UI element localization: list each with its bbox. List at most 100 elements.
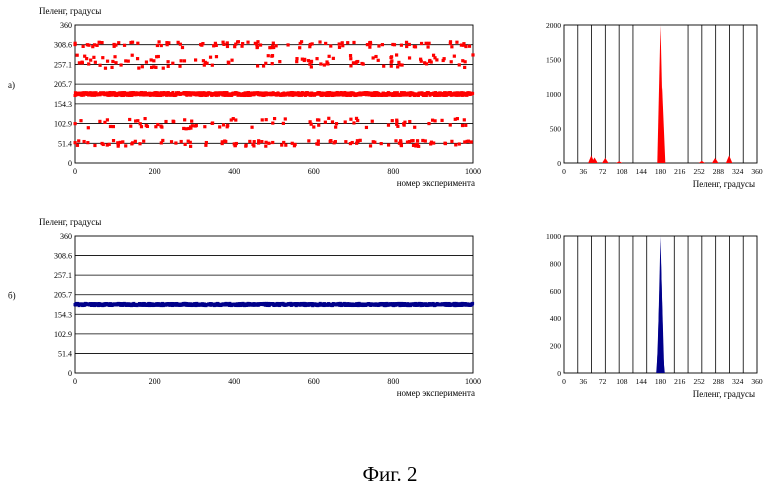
data-point <box>351 141 354 144</box>
x-tick-label: 252 <box>693 377 705 386</box>
data-point <box>334 125 337 128</box>
data-point <box>377 44 380 47</box>
data-point <box>180 140 183 143</box>
data-point <box>371 120 374 123</box>
data-point <box>98 120 101 123</box>
data-point <box>395 119 398 122</box>
data-point <box>106 60 109 63</box>
y-tick-label: 500 <box>550 125 562 134</box>
data-point <box>284 117 287 120</box>
data-point <box>112 139 115 142</box>
data-point <box>387 124 390 127</box>
data-point <box>234 43 237 46</box>
data-point <box>405 41 408 44</box>
data-point <box>98 41 101 44</box>
data-point <box>103 121 106 124</box>
data-point <box>181 46 184 49</box>
data-point <box>270 55 273 58</box>
y-tick-label: 0 <box>68 159 72 168</box>
data-point <box>318 40 321 43</box>
data-point <box>124 144 127 147</box>
data-point <box>425 42 428 45</box>
x-tick-label: 180 <box>655 377 667 386</box>
data-point <box>432 141 435 144</box>
histogram-peak <box>616 161 622 163</box>
x-tick-label: 400 <box>228 167 240 176</box>
data-point <box>117 143 120 146</box>
data-point <box>400 143 403 146</box>
data-point <box>127 60 130 63</box>
data-point <box>92 56 95 59</box>
data-point <box>310 65 313 68</box>
x-tick-label: 0 <box>562 377 566 386</box>
data-point <box>461 59 464 62</box>
data-point <box>369 42 372 45</box>
data-point <box>332 57 335 60</box>
data-point <box>203 63 206 66</box>
data-point <box>136 57 139 60</box>
data-point <box>395 53 398 56</box>
data-point <box>187 140 190 143</box>
data-point <box>293 144 296 147</box>
data-point <box>346 41 349 44</box>
x-axis-label: Пеленг, градусы <box>693 179 755 189</box>
data-point <box>453 55 456 58</box>
data-point <box>324 121 327 124</box>
data-point <box>431 119 434 122</box>
data-point <box>317 139 320 142</box>
data-point <box>182 127 185 130</box>
data-point <box>461 124 464 127</box>
x-axis-label: Пеленг, градусы <box>693 389 755 399</box>
data-point <box>444 142 447 145</box>
data-point <box>200 44 203 47</box>
y-tick-label: 360 <box>60 21 72 30</box>
data-point <box>454 143 457 146</box>
data-point <box>316 118 319 121</box>
data-point <box>246 41 249 44</box>
data-point <box>232 117 235 120</box>
data-point <box>272 42 275 45</box>
data-point <box>366 43 369 46</box>
data-point <box>245 144 248 147</box>
data-point <box>184 143 187 146</box>
data-point <box>252 144 255 147</box>
data-point <box>162 67 165 70</box>
x-tick-label: 180 <box>655 167 667 176</box>
data-point <box>315 142 318 145</box>
data-point <box>335 122 338 125</box>
data-point <box>129 125 132 128</box>
data-point <box>224 140 227 143</box>
data-point <box>458 63 461 66</box>
panel-label: б) <box>8 291 16 301</box>
data-point <box>180 59 183 62</box>
data-point <box>87 62 90 65</box>
histogram-peak <box>699 161 705 163</box>
data-point <box>109 125 112 128</box>
data-point <box>420 42 423 45</box>
data-point <box>429 142 432 145</box>
data-point <box>264 145 267 148</box>
data-point <box>273 117 276 120</box>
data-point <box>425 62 428 65</box>
y-tick-label: 0 <box>557 369 561 378</box>
data-point <box>450 45 453 48</box>
data-point <box>203 125 206 128</box>
data-point <box>177 41 180 44</box>
x-tick-label: 800 <box>387 167 399 176</box>
data-point <box>91 45 94 48</box>
data-point <box>454 118 457 121</box>
data-point <box>261 118 264 121</box>
data-point <box>460 44 463 47</box>
x-tick-label: 216 <box>674 167 686 176</box>
data-point <box>344 120 347 123</box>
data-point <box>87 126 90 129</box>
data-point <box>101 56 104 59</box>
data-point <box>432 54 435 57</box>
data-point <box>104 67 107 70</box>
x-tick-label: 360 <box>751 377 763 386</box>
data-point <box>171 62 174 65</box>
data-point <box>256 64 259 67</box>
data-point <box>209 56 212 59</box>
data-point <box>369 144 372 147</box>
data-point <box>295 57 298 60</box>
